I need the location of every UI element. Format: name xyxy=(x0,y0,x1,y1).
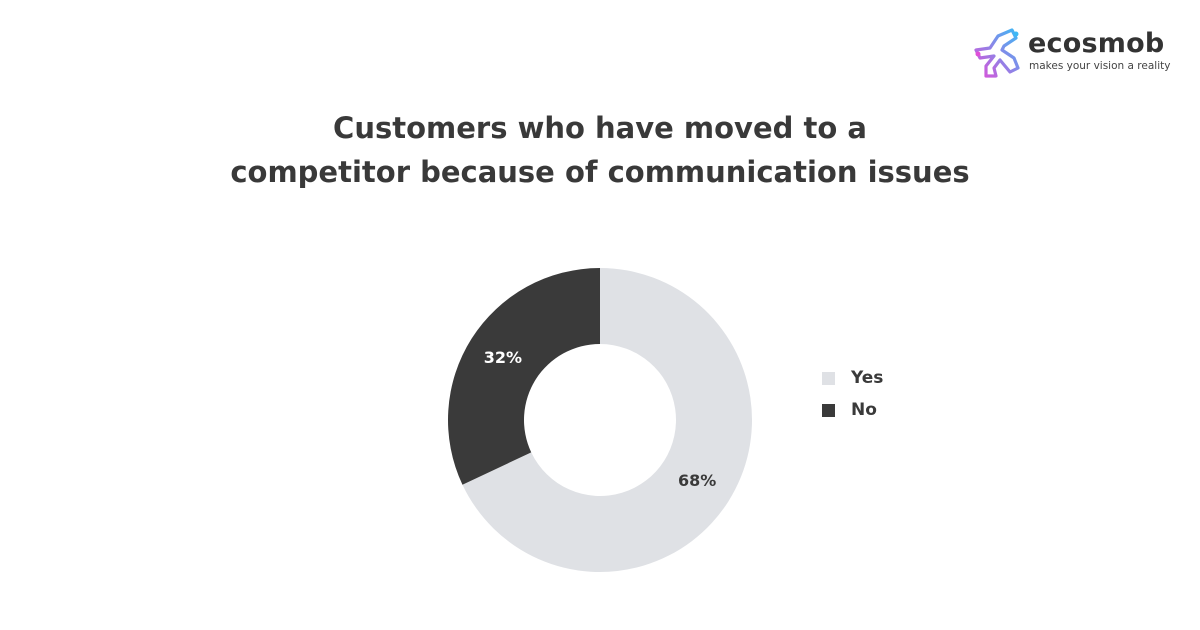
donut-chart: 68% 32% xyxy=(448,268,752,572)
legend-item-yes: Yes xyxy=(822,362,883,394)
ecosmob-logo-icon xyxy=(974,28,1020,78)
chart-title-line-1: Customers who have moved to a xyxy=(333,111,867,145)
chart-legend: Yes No xyxy=(822,362,883,426)
legend-item-no: No xyxy=(822,394,883,426)
data-label-yes: 68% xyxy=(678,471,716,490)
donut-slice-no xyxy=(448,268,600,485)
legend-swatch-no xyxy=(822,403,835,417)
data-label-no: 32% xyxy=(484,348,522,367)
legend-label-yes: Yes xyxy=(851,368,884,388)
chart-title-line-2: competitor because of communication issu… xyxy=(230,155,970,189)
legend-swatch-yes xyxy=(822,371,835,385)
donut-slice-yes xyxy=(462,268,752,572)
logo-wordmark: ecosmob xyxy=(1028,28,1165,59)
brand-logo: ecosmob makes your vision a reality xyxy=(972,28,1177,84)
logo-tagline: makes your vision a reality xyxy=(1029,60,1171,72)
legend-label-no: No xyxy=(851,400,877,420)
